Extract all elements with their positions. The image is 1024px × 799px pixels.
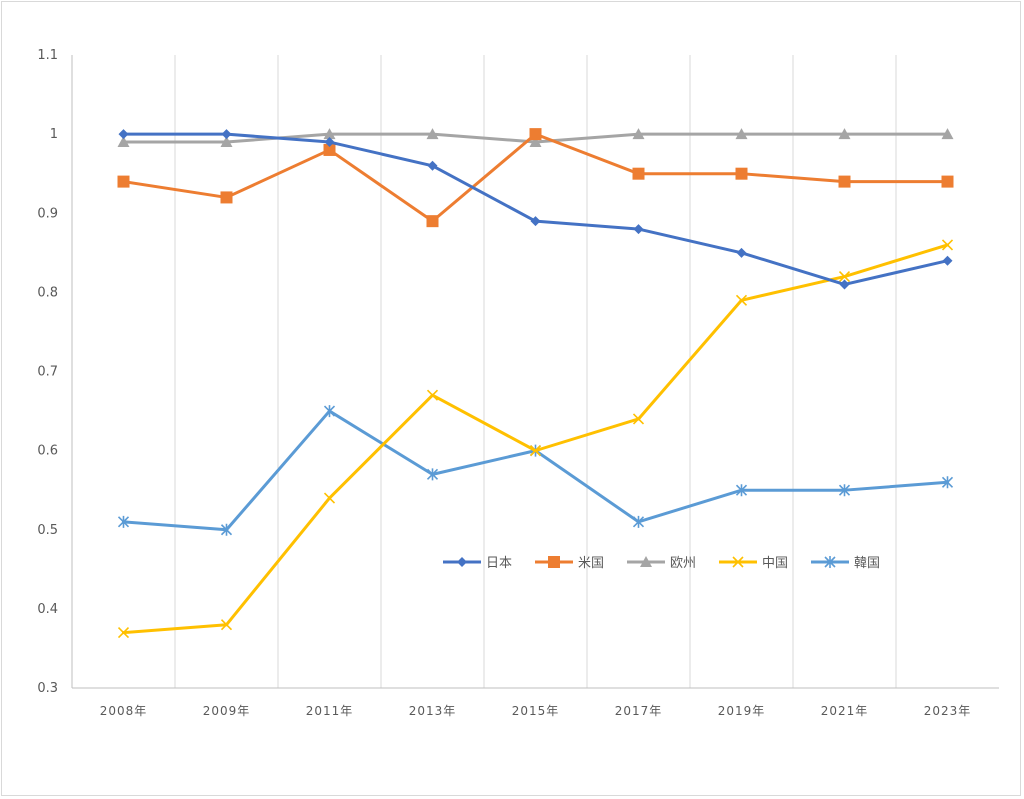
y-axis-ticks: 0.3 0.4 0.5 0.6 0.7 0.8 0.9 1 1.1 [37,48,58,696]
data-point [735,167,748,180]
data-point [221,129,232,140]
data-point [220,191,233,204]
series-line [122,132,949,223]
y-tick-label: 0.5 [37,523,58,538]
data-point [427,160,438,171]
data-point [529,128,542,141]
series-line [122,409,949,532]
data-point [941,128,954,140]
data-point [220,523,233,536]
legend-marker [548,556,560,568]
legend-label: 中国 [762,556,788,571]
data-point [323,405,336,418]
legend: 日本 米国 欧州 中国 韓国 [443,556,880,571]
legend-item: 日本 [443,556,512,571]
data-point [530,216,541,227]
series-3 [117,128,954,148]
x-tick-label: 2008年 [100,704,148,718]
gridlines [174,55,897,688]
data-point [941,239,954,251]
y-tick-label: 1 [50,127,58,142]
series-5 [117,405,954,536]
data-point [838,128,851,140]
data-point [632,413,645,425]
legend-item: 韓国 [811,556,880,571]
legend-marker [732,556,744,568]
data-point [838,270,851,283]
x-tick-label: 2021年 [821,704,869,718]
data-point [426,468,439,481]
legend-marker [824,556,836,568]
series-4 [117,239,954,639]
y-tick-label: 1.1 [37,48,58,63]
legend-marker [640,556,652,567]
data-point [838,484,851,497]
y-tick-label: 0.7 [37,365,58,380]
data-point [735,484,748,497]
legend-label: 韓国 [854,556,880,571]
data-point [118,129,129,140]
y-tick-label: 0.9 [37,206,58,221]
data-point [839,279,850,290]
data-point [117,515,130,528]
data-point [632,128,645,140]
x-tick-label: 2011年 [306,704,354,718]
data-point [838,175,851,188]
data-point [426,128,439,140]
data-point [324,137,335,148]
data-point [735,294,748,306]
x-tick-label: 2009年 [203,704,251,718]
data-point [323,492,336,504]
data-point [633,224,644,235]
series-1 [118,129,953,290]
series-2 [117,128,954,228]
x-tick-label: 2015年 [512,704,560,718]
data-point [117,627,130,639]
legend-label: 日本 [486,556,512,571]
legend-label: 米国 [578,556,604,571]
x-tick-label: 2019年 [718,704,766,718]
data-point [220,619,233,631]
data-point [736,247,747,258]
y-tick-label: 0.6 [37,444,58,459]
data-point [323,128,336,140]
data-point [735,128,748,140]
y-tick-label: 0.4 [37,602,58,617]
legend-item: 米国 [535,556,604,571]
legend-item: 欧州 [627,556,696,571]
series-line [122,243,949,635]
data-point [942,255,953,266]
series-line [122,132,949,286]
data-point [632,167,645,180]
data-point [529,445,542,457]
data-point [632,515,645,528]
y-tick-label: 0.8 [37,285,58,300]
data-point [426,389,439,401]
x-axis-ticks: 2008年 2009年 2011年 2013年 2015年 2017年 2019年 2021年… [100,704,972,718]
data-point [220,136,233,148]
x-tick-label: 2013年 [409,704,457,718]
data-point [941,175,954,188]
x-tick-label: 2017年 [615,704,663,718]
data-point [117,175,130,188]
data-point [117,136,130,148]
x-tick-label: 2023年 [924,704,972,718]
data-point [426,215,439,228]
y-tick-label: 0.3 [37,681,58,696]
data-point [529,136,542,148]
legend-item: 中国 [719,556,788,571]
data-point [323,143,336,156]
data-point [941,476,954,489]
legend-label: 欧州 [670,556,696,571]
legend-marker [457,557,467,567]
